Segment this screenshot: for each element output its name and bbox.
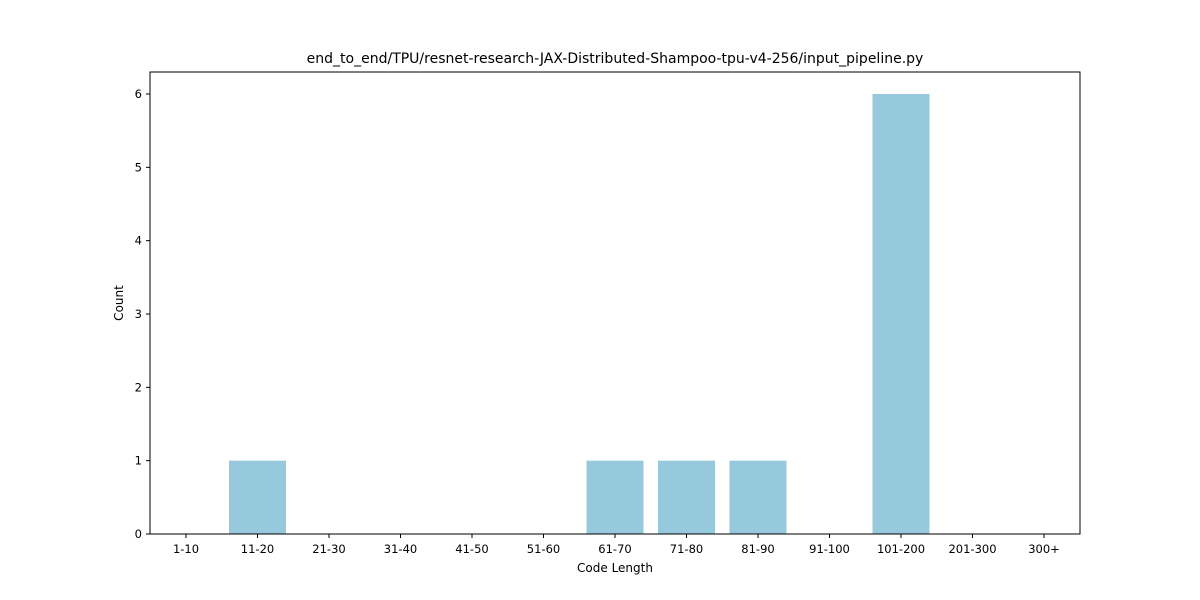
bars-group [229,94,930,534]
y-axis-label: Count [112,285,126,321]
y-axis-ticks: 0 1 2 3 4 5 6 [135,87,150,541]
x-tick-label: 71-80 [670,542,703,556]
x-tick-label: 91-100 [809,542,850,556]
bar-61-70 [586,460,644,534]
y-tick-label: 1 [135,454,142,468]
bar-81-90 [729,460,787,534]
x-axis-label: Code Length [577,561,653,575]
y-tick-label: 4 [135,234,142,248]
x-tick-label: 101-200 [877,542,925,556]
x-tick-label: 11-20 [241,542,274,556]
x-tick-label: 21-30 [312,542,345,556]
y-tick-label: 3 [135,307,142,321]
x-tick-label: 51-60 [527,542,560,556]
x-tick-label: 1-10 [173,542,199,556]
y-tick-label: 2 [135,380,142,394]
x-tick-label: 300+ [1028,542,1060,556]
x-tick-label: 31-40 [384,542,417,556]
bar-101-200 [872,94,930,534]
y-tick-label: 5 [135,160,142,174]
x-tick-label: 41-50 [455,542,488,556]
y-tick-label: 0 [135,527,142,541]
x-axis-ticks: 1-10 11-20 21-30 31-40 41-50 51-60 61-70 71-80 8… [173,534,1060,556]
bar-71-80 [658,460,715,534]
chart-title: end_to_end/TPU/resnet-research-JAX-Distr… [307,51,924,67]
x-tick-label: 201-300 [948,542,996,556]
bar-11-20 [229,460,286,534]
x-tick-label: 61-70 [598,542,631,556]
y-tick-label: 6 [135,87,142,101]
x-tick-label: 81-90 [741,542,774,556]
